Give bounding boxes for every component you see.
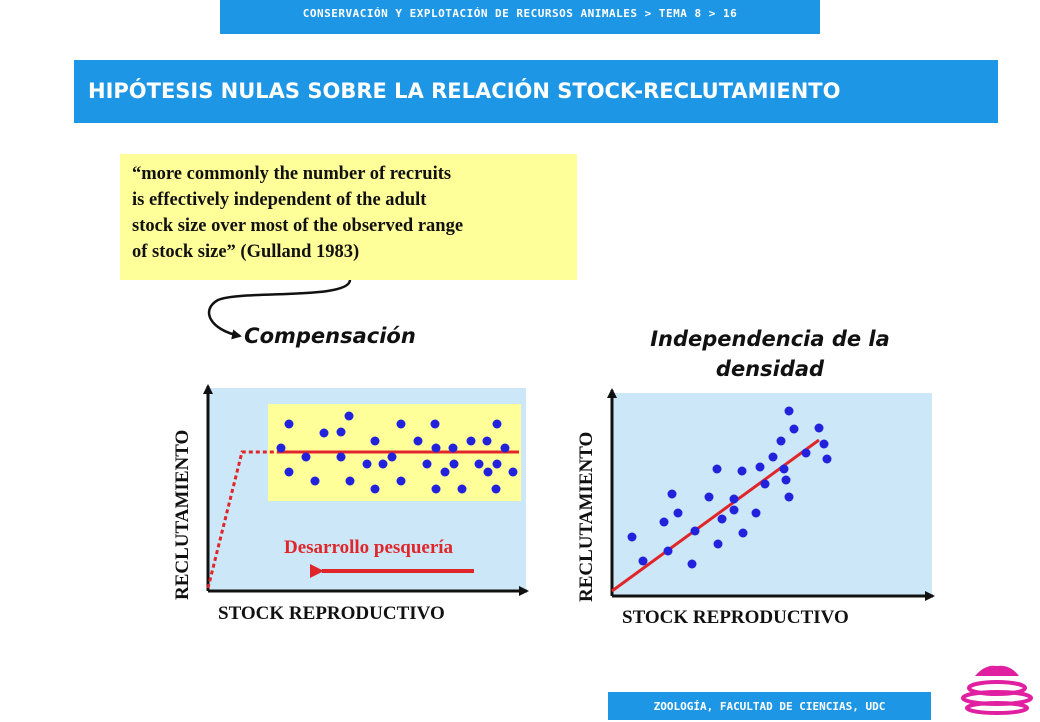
scatter-point bbox=[440, 467, 450, 477]
left-chart: Desarrollo pesquería RECLUTAMIENTO STOCK… bbox=[172, 384, 529, 624]
scatter-point bbox=[500, 443, 510, 453]
scatter-point bbox=[457, 484, 467, 494]
right-chart: RECLUTAMIENTO STOCK REPRODUCTIVO bbox=[576, 388, 935, 628]
scatter-point bbox=[310, 476, 320, 486]
scatter-point bbox=[729, 505, 739, 515]
quote-line: of stock size” (Gulland 1983) bbox=[132, 242, 360, 262]
scatter-point bbox=[492, 459, 502, 469]
left-x-label: STOCK REPRODUCTIVO bbox=[218, 603, 445, 624]
scatter-point bbox=[448, 443, 458, 453]
scatter-point bbox=[301, 452, 311, 462]
scatter-point bbox=[396, 419, 406, 429]
scatter-point bbox=[784, 406, 794, 416]
connector-curve bbox=[207, 279, 352, 340]
scatter-point bbox=[822, 454, 832, 464]
scatter-point bbox=[713, 539, 723, 549]
scatter-point bbox=[378, 459, 388, 469]
scatter-point bbox=[387, 452, 397, 462]
scatter-point bbox=[276, 443, 286, 453]
scatter-point bbox=[729, 494, 739, 504]
scatter-point bbox=[483, 467, 493, 477]
scatter-point bbox=[738, 528, 748, 538]
scatter-point bbox=[430, 419, 440, 429]
fishery-label: Desarrollo pesquería bbox=[284, 537, 454, 558]
scatter-point bbox=[789, 424, 799, 434]
scatter-point bbox=[690, 526, 700, 536]
right-scatter bbox=[627, 406, 832, 569]
scatter-point bbox=[449, 459, 459, 469]
scatter-point bbox=[431, 484, 441, 494]
scatter-point bbox=[413, 436, 423, 446]
right-x-label: STOCK REPRODUCTIVO bbox=[622, 607, 849, 628]
scatter-point bbox=[673, 508, 683, 518]
scatter-point bbox=[362, 459, 372, 469]
scatter-point bbox=[712, 464, 722, 474]
scatter-point bbox=[508, 467, 518, 477]
scatter-point bbox=[466, 436, 476, 446]
scatter-point bbox=[627, 532, 637, 542]
scatter-point bbox=[422, 459, 432, 469]
scatter-point bbox=[638, 556, 648, 566]
scatter-point bbox=[737, 466, 747, 476]
scatter-point bbox=[779, 464, 789, 474]
scatter-point bbox=[755, 462, 765, 472]
scatter-point bbox=[336, 427, 346, 437]
scatter-point bbox=[370, 436, 380, 446]
scatter-point bbox=[284, 419, 294, 429]
scatter-point bbox=[659, 517, 669, 527]
scatter-point bbox=[492, 419, 502, 429]
scatter-point bbox=[781, 475, 791, 485]
scatter-point bbox=[801, 448, 811, 458]
right-plot-area bbox=[612, 393, 932, 596]
right-y-label: RECLUTAMIENTO bbox=[576, 432, 597, 602]
scatter-point bbox=[751, 508, 761, 518]
quote-line: is effectively independent of the adult bbox=[132, 190, 427, 210]
scatter-point bbox=[491, 484, 501, 494]
quote-line: “more commonly the number of recruits bbox=[132, 164, 452, 184]
left-rising-dotted-line bbox=[206, 450, 277, 589]
scatter-point bbox=[717, 514, 727, 524]
scatter-point bbox=[336, 452, 346, 462]
scatter-point bbox=[319, 428, 329, 438]
scatter-point bbox=[344, 411, 354, 421]
scatter-point bbox=[704, 492, 714, 502]
udc-logo bbox=[961, 665, 1033, 715]
scatter-point bbox=[370, 484, 380, 494]
page-title: HIPÓTESIS NULAS SOBRE LA RELACIÓN STOCK-… bbox=[74, 60, 998, 123]
left-scatter bbox=[276, 411, 518, 494]
scatter-point bbox=[687, 559, 697, 569]
quote-line: stock size over most of the observed ran… bbox=[132, 216, 464, 236]
footer: ZOOLOGÍA, FACULTAD DE CIENCIAS, UDC bbox=[608, 692, 931, 720]
scatter-point bbox=[819, 439, 829, 449]
scatter-point bbox=[667, 489, 677, 499]
left-y-label: RECLUTAMIENTO bbox=[172, 430, 193, 600]
breadcrumb: CONSERVACIÓN Y EXPLOTACIÓN DE RECURSOS A… bbox=[220, 0, 820, 34]
left-chart-heading: Compensación bbox=[244, 324, 416, 348]
scatter-point bbox=[768, 452, 778, 462]
scatter-point bbox=[474, 459, 484, 469]
scatter-point bbox=[760, 479, 770, 489]
scatter-point bbox=[345, 476, 355, 486]
scatter-point bbox=[482, 436, 492, 446]
scatter-point bbox=[784, 492, 794, 502]
quote-box: “more commonly the number of recruits is… bbox=[120, 154, 577, 280]
scatter-point bbox=[284, 467, 294, 477]
scatter-point bbox=[396, 476, 406, 486]
scatter-point bbox=[431, 443, 441, 453]
scatter-point bbox=[776, 436, 786, 446]
scatter-point bbox=[663, 546, 673, 556]
right-chart-heading: Independencia de la densidad bbox=[650, 327, 890, 381]
scatter-point bbox=[814, 423, 824, 433]
